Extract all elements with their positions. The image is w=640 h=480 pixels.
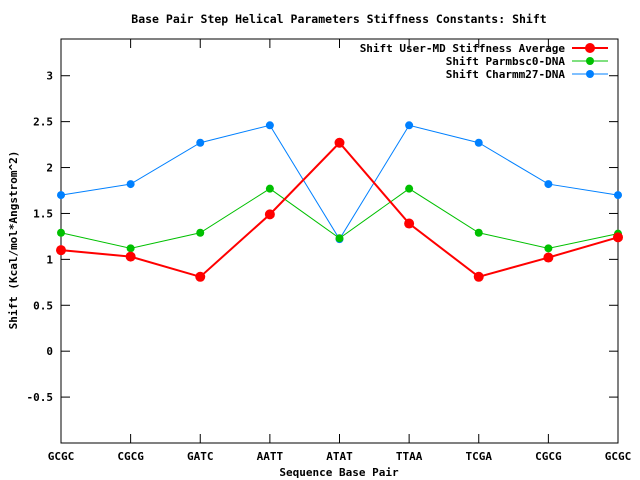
y-tick-label: 1 (46, 253, 53, 266)
legend-label: Shift Charmm27-DNA (446, 68, 566, 81)
x-tick-label: GCGC (48, 450, 75, 463)
x-tick-label: TCGA (466, 450, 493, 463)
data-point (335, 234, 344, 243)
y-tick-label: 1.5 (33, 207, 53, 220)
data-point (405, 121, 414, 130)
data-point (126, 180, 135, 189)
data-point (56, 245, 66, 256)
data-point (126, 244, 135, 253)
data-point (265, 184, 274, 193)
y-axis-label: Shift (Kcal/mol*Angstrom^2) (7, 151, 20, 330)
x-tick-label: CGCG (535, 450, 562, 463)
series-1 (56, 137, 623, 282)
data-point (334, 137, 345, 148)
data-point (405, 184, 414, 193)
y-tick-label: 3 (46, 70, 53, 83)
data-point (57, 191, 65, 200)
data-point (544, 180, 553, 189)
chart-title: Base Pair Step Helical Parameters Stiffn… (131, 12, 546, 26)
data-point (613, 232, 623, 243)
data-point (614, 191, 622, 200)
data-point (473, 271, 484, 282)
data-point (125, 251, 136, 262)
data-point (544, 244, 553, 253)
y-tick-label: 2.5 (33, 116, 53, 129)
legend-label: Shift Parmbsc0-DNA (446, 55, 566, 68)
data-point (196, 228, 205, 237)
series-2 (57, 184, 622, 253)
x-tick-label: GCGC (605, 450, 632, 463)
data-point (543, 252, 554, 263)
y-tick-label: 0 (46, 345, 53, 358)
legend-label: Shift User-MD Stiffness Average (360, 42, 566, 55)
series-layer (56, 121, 623, 282)
legend-marker (585, 43, 595, 53)
x-axis-label: Sequence Base Pair (279, 466, 399, 479)
series-line (60, 141, 619, 278)
data-point (404, 218, 415, 229)
x-tick-label: TTAA (396, 450, 423, 463)
y-tick-label: 0.5 (33, 299, 53, 312)
data-point (196, 138, 205, 147)
legend-marker (586, 70, 594, 78)
y-tick-label: 2 (46, 162, 53, 175)
data-point (474, 138, 483, 147)
axes: -0.5 0 0.5 1 1.5 2 2.5 3 GCGC CGCG GATC AATT ATAT TTA… (27, 38, 632, 463)
x-tick-label: AATT (257, 450, 284, 463)
x-tick-label: GATC (187, 450, 214, 463)
y-tick-label: -0.5 (27, 391, 54, 404)
x-tick-label: CGCG (117, 450, 144, 463)
data-point (195, 271, 206, 282)
data-point (474, 228, 483, 237)
data-point (264, 209, 275, 220)
x-tick-label: ATAT (326, 450, 353, 463)
legend-marker (586, 57, 594, 65)
data-point (265, 121, 274, 130)
data-point (57, 228, 65, 237)
